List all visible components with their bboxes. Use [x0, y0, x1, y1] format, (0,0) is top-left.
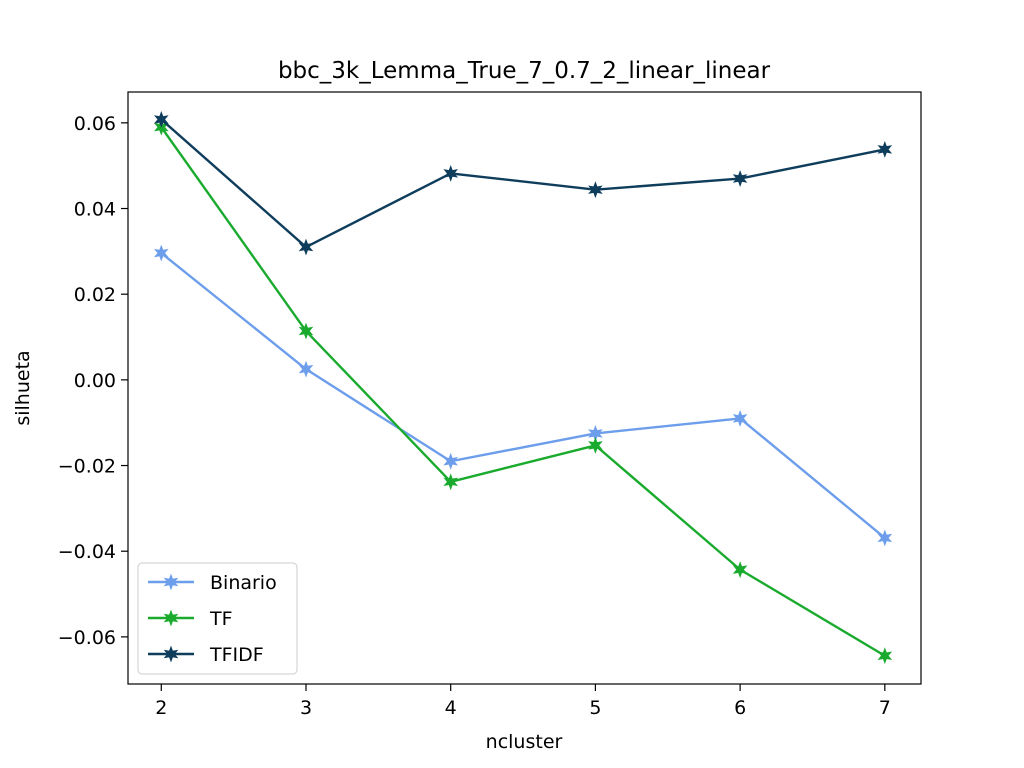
legend-entry: Binario	[148, 572, 277, 594]
y-tick-label: −0.02	[58, 456, 116, 478]
x-tick-label: 2	[155, 697, 167, 719]
x-tick-label: 7	[879, 697, 891, 719]
y-tick-label: 0.04	[74, 199, 116, 221]
data-point	[298, 360, 314, 378]
legend-entry: TF	[148, 608, 233, 630]
data-point	[588, 181, 603, 199]
series-line	[160, 126, 886, 657]
legend: Binario TF TFIDF	[137, 562, 298, 675]
y-axis: 0.06 0.04 0.02 0.00 −0.02 −0.04 −0.06	[58, 113, 128, 649]
data-point	[443, 473, 459, 491]
legend-label: TF	[209, 608, 233, 630]
legend-marker	[163, 645, 179, 663]
data-point	[588, 436, 603, 454]
data-point	[877, 529, 893, 547]
data-point	[298, 238, 314, 256]
data-point	[732, 409, 748, 427]
y-tick-label: 0.06	[74, 113, 116, 135]
x-axis-label: ncluster	[486, 731, 563, 753]
data-point	[153, 110, 169, 128]
legend-label: Binario	[210, 572, 277, 594]
series-line	[160, 118, 886, 249]
plot-area	[153, 110, 893, 665]
data-point	[443, 452, 459, 470]
data-point	[153, 244, 169, 262]
y-tick-label: 0.02	[74, 284, 116, 306]
data-point	[298, 322, 314, 340]
x-axis: 2 3 4 5 6 7	[155, 684, 891, 719]
legend-label: TFIDF	[209, 644, 264, 666]
data-point	[877, 647, 893, 665]
y-tick-label: −0.06	[58, 627, 116, 649]
x-tick-label: 3	[300, 697, 312, 719]
data-point	[732, 561, 748, 579]
x-tick-label: 4	[445, 697, 457, 719]
chart-title: bbc_3k_Lemma_True_7_0.7_2_linear_linear	[278, 58, 771, 84]
x-tick-label: 5	[589, 697, 601, 719]
y-tick-label: 0.00	[74, 370, 116, 392]
data-point	[732, 170, 748, 187]
series-binario	[153, 244, 893, 547]
y-tick-label: −0.04	[58, 541, 116, 563]
series-line	[160, 252, 886, 539]
plot-frame	[127, 91, 922, 685]
data-point	[443, 164, 459, 182]
legend-marker	[163, 609, 179, 627]
series-tfidf	[153, 110, 893, 256]
data-point	[877, 140, 893, 158]
legend-box	[137, 562, 298, 675]
x-tick-label: 6	[734, 697, 746, 719]
legend-entry: TFIDF	[148, 644, 264, 666]
legend-marker	[163, 573, 179, 591]
y-axis-label: silhueta	[12, 350, 34, 425]
